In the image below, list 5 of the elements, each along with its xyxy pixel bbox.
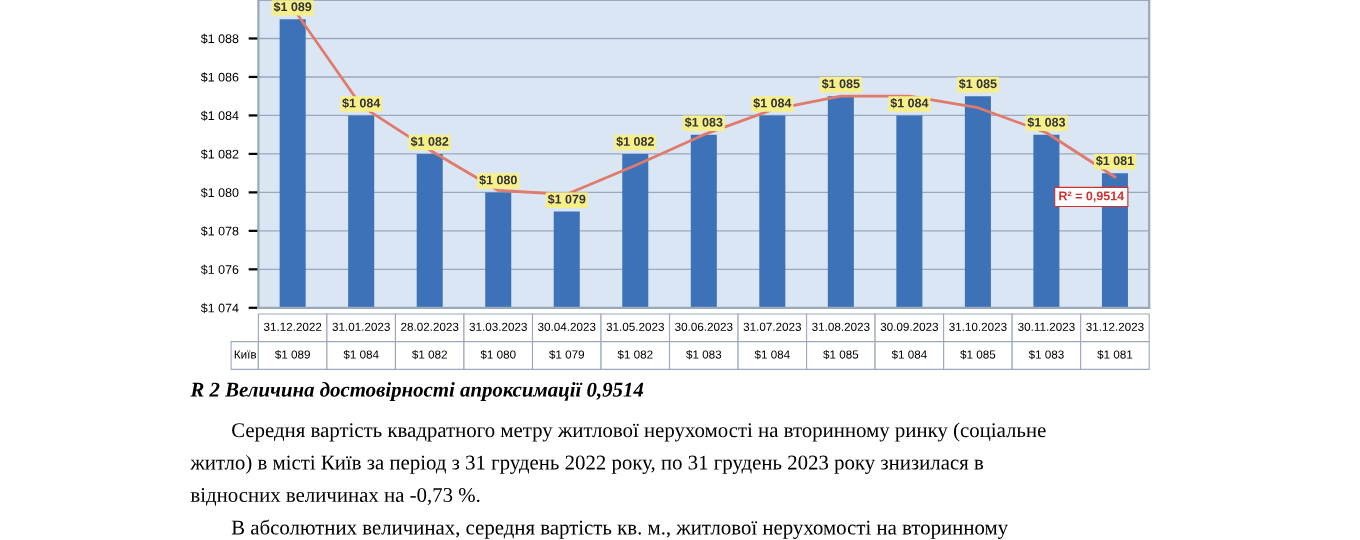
text: R 2 Величина достовірності апроксимації 0,9514 [190,382,644,401]
text: житло) в місті Київ за період з 31 грудень 2022 року, по 31 грудень 2023 року знизилася в [190,454,984,474]
text: Середня вартість квадратного метру житлової нерухомості на вторинному ринку (соціальне [232,422,1046,442]
text: відносних величинах на -0,73 %. [190,487,480,506]
text: В абсолютних величинах, середня вартість кв. м., житлової нерухомості на вторинному [231,519,1009,539]
